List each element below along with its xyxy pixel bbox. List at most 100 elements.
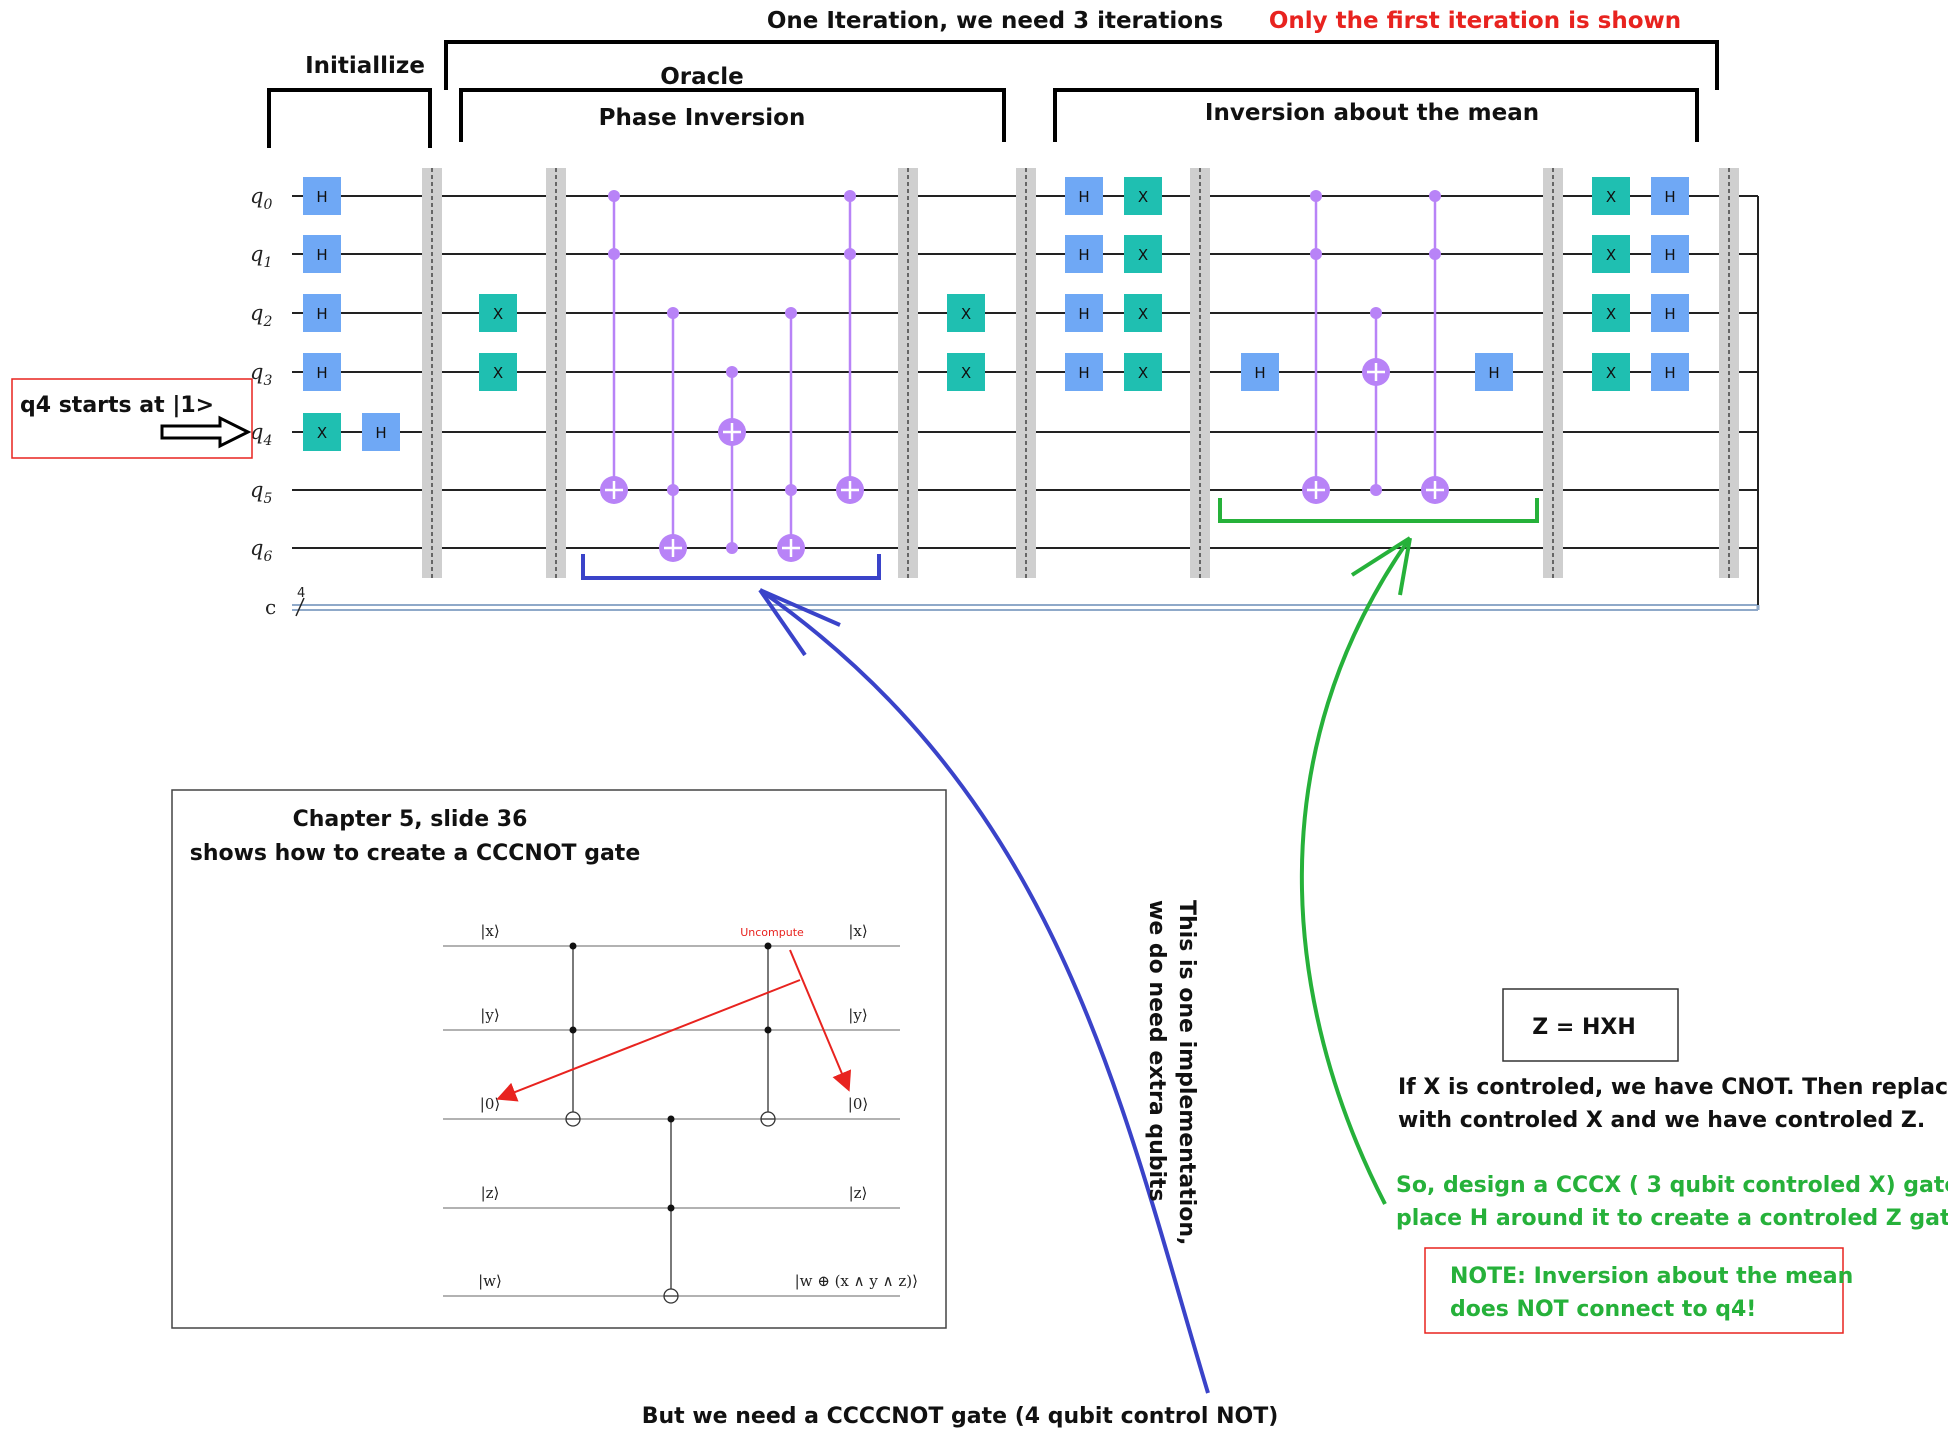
control-dot [726, 542, 738, 554]
slide-control-dot [570, 1027, 577, 1034]
gate-label: H [1664, 246, 1675, 264]
note-line2: does NOT connect to q4! [1450, 1297, 1756, 1322]
slide-control-dot [668, 1205, 675, 1212]
qubit-index: 2 [262, 314, 272, 330]
gate-label: H [1078, 305, 1089, 323]
heading-initialize: Initiallize [305, 53, 425, 79]
qubit-index: 0 [263, 197, 272, 213]
heading-first-only: Only the first iteration is shown [1269, 8, 1681, 34]
explain-line2: with controled X and we have controled Z… [1398, 1108, 1925, 1133]
control-dot [785, 307, 797, 319]
gate-label: X [317, 424, 327, 442]
gate-label: H [316, 305, 327, 323]
gate-label: X [1138, 246, 1148, 264]
vertical-note-line2: we do need extra qubits [1144, 900, 1169, 1202]
green-bracket [1220, 498, 1537, 521]
heading-phase-inversion: Phase Inversion [599, 105, 806, 131]
slide-right-label: |x⟩ [848, 922, 867, 940]
control-dot [1310, 190, 1322, 202]
gate-label: X [493, 305, 503, 323]
gate-label: H [1078, 246, 1089, 264]
vertical-note: This is one implementation, we do need e… [1144, 900, 1199, 1245]
q4-note-box [12, 379, 252, 458]
gate-label: H [1664, 188, 1675, 206]
qubit-wires: q0 q1 q2 q3 q4 q5 q6 [250, 184, 1758, 565]
slide-right-label: |0⟩ [848, 1095, 868, 1113]
gate-label: X [1606, 364, 1616, 382]
qubit-index: 1 [263, 255, 272, 271]
gate-label: H [316, 188, 327, 206]
control-dot [608, 248, 620, 260]
gate-label: H [316, 246, 327, 264]
control-dot [608, 190, 620, 202]
heading-oracle: Oracle [660, 64, 744, 90]
gate-label: X [493, 364, 503, 382]
green-line1: So, design a CCCX ( 3 qubit controled X)… [1396, 1173, 1948, 1198]
qubit-index: 3 [263, 373, 272, 389]
blue-bracket [583, 554, 879, 578]
slide-right-label: |w ⊕ (x ∧ y ∧ z)⟩ [795, 1272, 918, 1290]
control-dot [1310, 248, 1322, 260]
slide-right-label: |z⟩ [849, 1184, 868, 1202]
explain-line1: If X is controled, we have CNOT. Then re… [1398, 1075, 1948, 1100]
heading-iteration: One Iteration, we need 3 iterations [767, 8, 1223, 34]
gate-label: H [1078, 188, 1089, 206]
green-arrow-icon [1302, 538, 1410, 1204]
gate-label: H [316, 364, 327, 382]
classical-label: c [265, 595, 276, 619]
slide-control-dot [765, 943, 772, 950]
qubit-label: q3 [250, 360, 272, 389]
classical-register: c 4 [265, 196, 1758, 619]
control-dot [667, 484, 679, 496]
slide-left-label: |z⟩ [481, 1184, 500, 1202]
bracket-group [269, 42, 1717, 148]
qubit-label: q5 [250, 478, 272, 507]
qubit-index: 5 [263, 491, 272, 507]
slide-control-dot [570, 943, 577, 950]
gate-label: X [1606, 188, 1616, 206]
control-dot [844, 248, 856, 260]
bracket-iteration [446, 42, 1717, 90]
slide-control-dot [668, 1116, 675, 1123]
control-dot [1370, 307, 1382, 319]
q4-arrow-icon [162, 418, 248, 446]
slide-uncompute-label: Uncompute [740, 926, 804, 939]
bottom-note: But we need a CCCCNOT gate (4 qubit cont… [642, 1404, 1279, 1429]
qubit-label: q6 [250, 536, 272, 565]
gate-label: X [961, 305, 971, 323]
control-dot [1429, 248, 1441, 260]
slide-title-line2: shows how to create a CCCNOT gate [190, 841, 641, 866]
gate-label: X [1606, 246, 1616, 264]
slide-left-label: |0⟩ [480, 1095, 500, 1113]
bracket-initialize [269, 90, 430, 148]
qubit-index: 6 [263, 549, 272, 565]
control-dot [844, 190, 856, 202]
qubit-label: q1 [250, 242, 272, 271]
gate-label: X [1138, 188, 1148, 206]
classical-width: 4 [297, 586, 305, 601]
gate-label: X [961, 364, 971, 382]
slide-control-dot [765, 1027, 772, 1034]
slide-left-label: |x⟩ [480, 922, 499, 940]
q4-note-text: q4 starts at |1> [20, 393, 214, 418]
gate-label: H [375, 424, 386, 442]
gate-label: H [1488, 364, 1499, 382]
slide-right-label: |y⟩ [848, 1006, 867, 1024]
qubit-label: q2 [250, 301, 272, 330]
control-dot [726, 366, 738, 378]
slide-inset-box [172, 790, 946, 1328]
heading-inversion-mean: Inversion about the mean [1205, 100, 1539, 126]
vertical-note-line1: This is one implementation, [1174, 900, 1199, 1245]
gate-label: X [1138, 305, 1148, 323]
slide-left-label: |w⟩ [478, 1272, 502, 1290]
control-dot [785, 484, 797, 496]
gate-label: H [1078, 364, 1089, 382]
gate-label: X [1138, 364, 1148, 382]
note-line1: NOTE: Inversion about the mean [1450, 1264, 1853, 1289]
qubit-label: q4 [250, 420, 272, 449]
qubit-label: q0 [250, 184, 272, 213]
slide-title-line1: Chapter 5, slide 36 [293, 807, 528, 832]
gate-label: H [1664, 305, 1675, 323]
gate-label: H [1664, 364, 1675, 382]
